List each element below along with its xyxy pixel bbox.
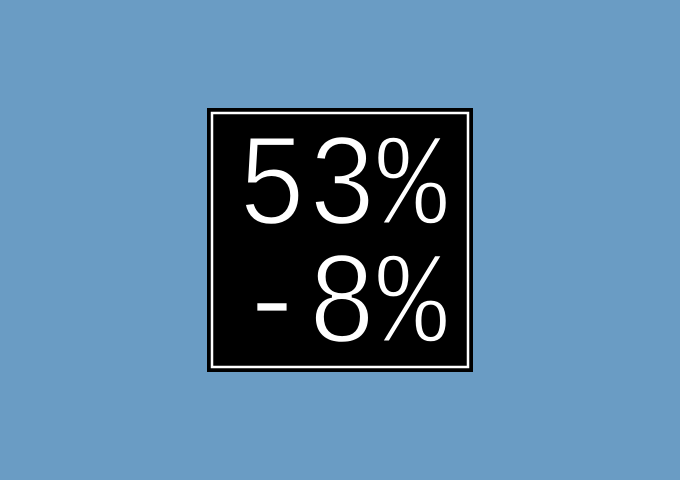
display-panel (207, 108, 473, 372)
display-line: 53% (237, 114, 448, 264)
display-border (210, 111, 470, 369)
display-line: -8% (237, 232, 448, 382)
